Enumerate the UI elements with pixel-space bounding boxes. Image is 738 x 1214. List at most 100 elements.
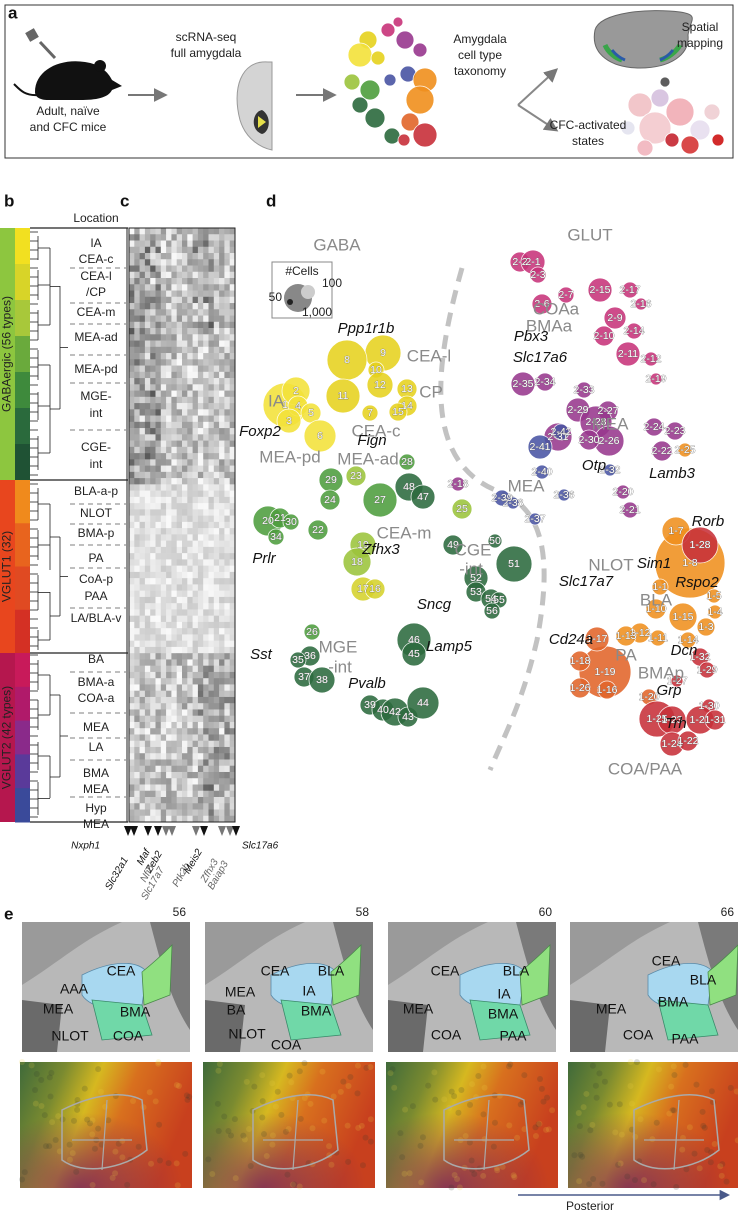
heatmap-cell [171, 534, 177, 541]
spatial-spot [671, 1071, 678, 1078]
spatial-spot [700, 1122, 707, 1129]
heatmap-cell [192, 421, 199, 429]
heatmap-cell [182, 659, 188, 666]
spatial-spot [173, 1160, 180, 1167]
column-header: Location [73, 211, 118, 225]
heatmap-cell [192, 559, 199, 566]
heatmap-cell [166, 615, 172, 623]
caption: CFC-activated [550, 118, 627, 132]
bubble-label: 2-26 [598, 435, 619, 447]
heatmap-cell [197, 471, 204, 479]
icon-bubble [650, 88, 670, 108]
spatial-spot [48, 1069, 55, 1076]
heatmap-cell [150, 659, 156, 666]
bubble-label: 2-21 [619, 504, 640, 516]
heatmap-cell [144, 409, 151, 416]
heatmap-cell [187, 253, 193, 260]
heatmap-cell [171, 603, 177, 610]
heatmap-cell [229, 378, 236, 385]
coronal-brain-icon [593, 10, 693, 69]
heatmap-cell [229, 734, 236, 742]
heatmap-cell [171, 546, 177, 554]
heatmap-cell [150, 478, 156, 485]
heatmap-cell [144, 453, 151, 460]
location-label: MEA [83, 782, 109, 796]
heatmap-cell [171, 553, 177, 560]
heatmap-cell [224, 521, 230, 529]
heatmap-cell [144, 628, 151, 635]
heatmap-cell [176, 671, 183, 679]
spatial-spot [340, 1078, 347, 1085]
heatmap-cell [182, 346, 188, 354]
heatmap-cell [150, 240, 156, 248]
spatial-spot [458, 1087, 465, 1094]
caption: mapping [677, 36, 723, 50]
heatmap-cell [203, 621, 209, 629]
heatmap-cell [129, 440, 135, 448]
heatmap-cell [166, 259, 172, 266]
heatmap-cell [155, 390, 162, 398]
atlas-region-label: CEA [431, 963, 460, 979]
heatmap-cell [208, 609, 215, 616]
heatmap-cell [213, 328, 220, 335]
heatmap-cell [182, 709, 188, 717]
heatmap-cell [134, 496, 140, 504]
heatmap-cell [166, 478, 172, 485]
spatial-spot [354, 1090, 361, 1097]
heatmap-cell [224, 471, 230, 479]
spatial-spot [670, 1107, 677, 1114]
heatmap-cell [197, 440, 204, 448]
heatmap-cell [192, 528, 199, 535]
heatmap-cell [144, 584, 151, 591]
heatmap-cell [229, 784, 236, 792]
heatmap-cell [203, 609, 209, 616]
heatmap-cell [150, 434, 156, 441]
heatmap-cell [171, 403, 177, 410]
heatmap-cell [155, 565, 162, 573]
heatmap-cell [192, 453, 199, 460]
heatmap-cell [155, 296, 162, 304]
bubble-label: 2-3 [530, 269, 545, 281]
heatmap-cell [160, 328, 167, 335]
heatmap-cell [160, 603, 167, 610]
marker-gene: Sst [250, 646, 273, 663]
heatmap-cell [160, 803, 167, 810]
marker-gene: Rspo2 [675, 574, 719, 591]
heatmap-cell [203, 678, 209, 685]
heatmap-cell [155, 759, 162, 767]
heatmap-cell [150, 584, 156, 591]
heatmap-cell [150, 653, 156, 660]
spatial-spot [666, 1110, 673, 1117]
heatmap-cell [160, 546, 167, 554]
heatmap-cell [182, 803, 188, 810]
bubble-label: 2-22 [651, 445, 672, 457]
spatial-spot [451, 1172, 458, 1179]
heatmap-cell [224, 390, 230, 398]
heatmap-cell [176, 409, 183, 416]
heatmap-cell [213, 746, 220, 754]
heatmap-cell [208, 459, 215, 466]
spatial-spot [95, 1066, 102, 1073]
heatmap-cell [219, 284, 225, 291]
heatmap-cell [208, 253, 215, 260]
heatmap-cell [229, 421, 236, 429]
heatmap-cell [203, 603, 209, 610]
icon-bubble [380, 22, 396, 38]
brain-section-icon [236, 61, 273, 151]
region-label: -int [328, 657, 352, 676]
heatmap-cell [144, 253, 151, 260]
heatmap-cell [197, 384, 204, 391]
marker-gene: Dcn [671, 642, 698, 659]
heatmap-cell [182, 590, 188, 598]
heatmap-cell [139, 309, 146, 316]
heatmap-cell [203, 440, 209, 448]
heatmap-cell [139, 328, 146, 335]
legend-circle [301, 285, 315, 299]
spatial-spot [367, 1116, 374, 1123]
heatmap-cell [224, 528, 230, 535]
heatmap-cell [219, 246, 225, 254]
heatmap-cell [134, 671, 140, 679]
heatmap-cell [213, 784, 220, 792]
heatmap-cell [166, 665, 172, 673]
heatmap-cell [171, 590, 177, 598]
